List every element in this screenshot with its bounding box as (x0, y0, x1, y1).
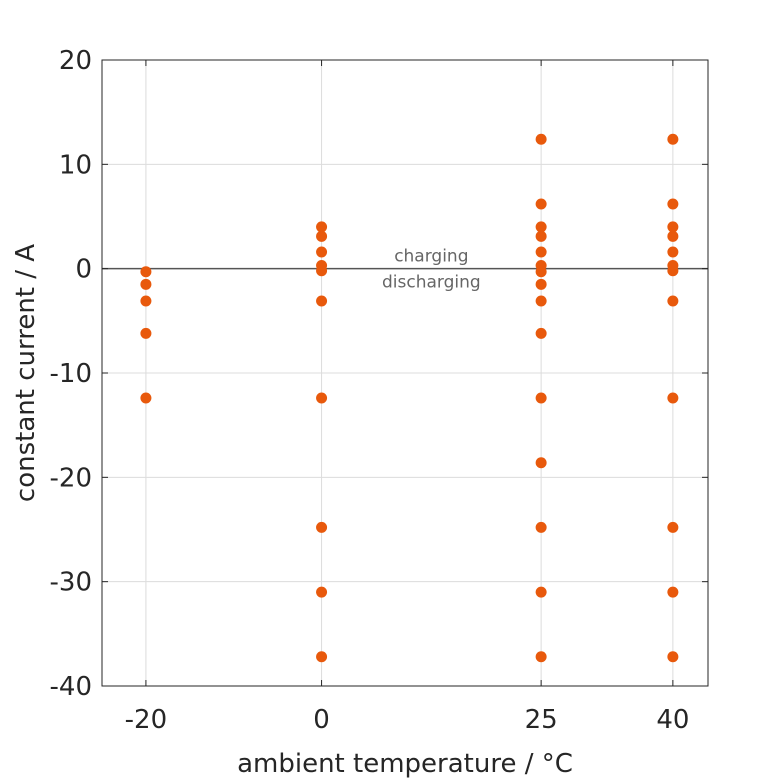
grid-lines (102, 59, 708, 687)
data-point (535, 457, 547, 469)
data-point (316, 586, 328, 598)
data-point (535, 327, 547, 339)
data-point (140, 327, 152, 339)
data-points (140, 133, 679, 663)
data-point (667, 133, 679, 145)
x-axis-label: ambient temperature / °C (237, 749, 573, 779)
data-point (140, 392, 152, 404)
y-tick-label: -20 (50, 463, 92, 493)
data-point (316, 521, 328, 533)
x-tick-label: 40 (656, 705, 689, 735)
data-point (667, 586, 679, 598)
data-point (316, 651, 328, 663)
data-point (667, 230, 679, 242)
data-point (316, 392, 328, 404)
data-point (535, 133, 547, 145)
data-point (667, 651, 679, 663)
data-point (667, 521, 679, 533)
y-tick-label: 10 (59, 150, 92, 180)
data-point (535, 266, 547, 278)
data-point (316, 230, 328, 242)
annotation-discharging: discharging (382, 273, 481, 293)
data-point (667, 265, 679, 277)
data-point (667, 198, 679, 210)
data-point (535, 198, 547, 210)
data-point (316, 265, 328, 277)
data-point (535, 392, 547, 404)
data-point (535, 521, 547, 533)
data-point (667, 295, 679, 307)
data-point (316, 246, 328, 258)
x-tick-label: 25 (525, 705, 558, 735)
data-point (535, 221, 547, 233)
y-tick-label: -40 (50, 672, 92, 702)
data-point (535, 651, 547, 663)
x-tick-label: 0 (313, 705, 330, 735)
y-tick-label: 20 (59, 46, 92, 76)
data-point (535, 295, 547, 307)
data-point (140, 266, 152, 278)
data-point (667, 246, 679, 258)
y-tick-label: 0 (75, 255, 92, 285)
data-point (535, 246, 547, 258)
data-point (667, 221, 679, 233)
data-point (535, 230, 547, 242)
data-point (535, 586, 547, 598)
data-point (316, 221, 328, 233)
data-point (667, 392, 679, 404)
y-tick-label: -10 (50, 359, 92, 389)
x-tick-label: -20 (125, 705, 167, 735)
y-tick-label: -30 (50, 568, 92, 598)
y-axis-label: constant current / A (11, 244, 41, 502)
data-point (140, 295, 152, 307)
axis-ticks: -40 -30 -20 -10 0 10 20 -20 0 25 40 (50, 46, 708, 735)
data-point (535, 278, 547, 290)
data-point (140, 278, 152, 290)
annotation-charging: charging (394, 247, 468, 267)
data-point (316, 295, 328, 307)
